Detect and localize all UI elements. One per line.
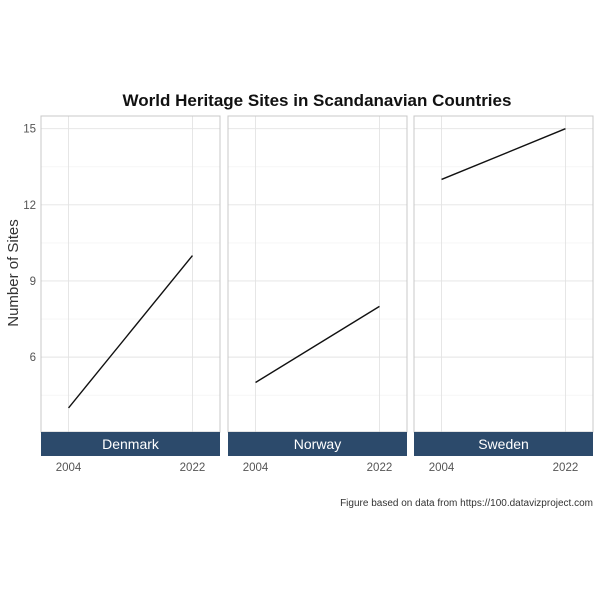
y-tick-label: 15: [23, 124, 36, 136]
facet-strip-label: Sweden: [478, 436, 529, 452]
panel-background: [414, 116, 593, 432]
facet-strip-label: Denmark: [102, 436, 160, 452]
x-tick-label: 2004: [429, 462, 455, 474]
panel-background: [41, 116, 220, 432]
facet-strip: [414, 432, 593, 456]
panel-background: [228, 116, 407, 432]
chart-caption: Figure based on data from https://100.da…: [340, 498, 593, 509]
y-tick-label: 9: [30, 276, 36, 288]
y-axis-title: Number of Sites: [5, 219, 22, 327]
series-line-norway: [255, 305, 380, 384]
y-tick-label: 12: [23, 200, 36, 212]
x-tick-label: 2022: [180, 462, 206, 474]
chart-title: World Heritage Sites in Scandanavian Cou…: [123, 91, 512, 110]
facet-panel-norway: Norway 2004 2022: [227, 115, 408, 474]
facet-panel-denmark: Denmark 2004 2022: [40, 115, 221, 474]
facet-strip-label: Norway: [294, 436, 341, 452]
facet-strip: [41, 432, 220, 456]
series-line-sweden: [441, 128, 566, 181]
y-tick-label: 6: [30, 352, 36, 364]
series-line-denmark: [67, 255, 194, 409]
y-tick-labels: 6 9 12 15: [23, 124, 36, 364]
x-tick-label: 2022: [367, 462, 393, 474]
x-tick-label: 2004: [56, 462, 82, 474]
facet-panel-sweden: Sweden 2004 2022: [413, 115, 594, 474]
x-tick-label: 2022: [553, 462, 579, 474]
x-tick-label: 2004: [243, 462, 269, 474]
panels: Denmark 2004 2022 Norway 2004 2022 Sweden 2004 2…: [40, 115, 594, 474]
facet-strip: [228, 432, 407, 456]
